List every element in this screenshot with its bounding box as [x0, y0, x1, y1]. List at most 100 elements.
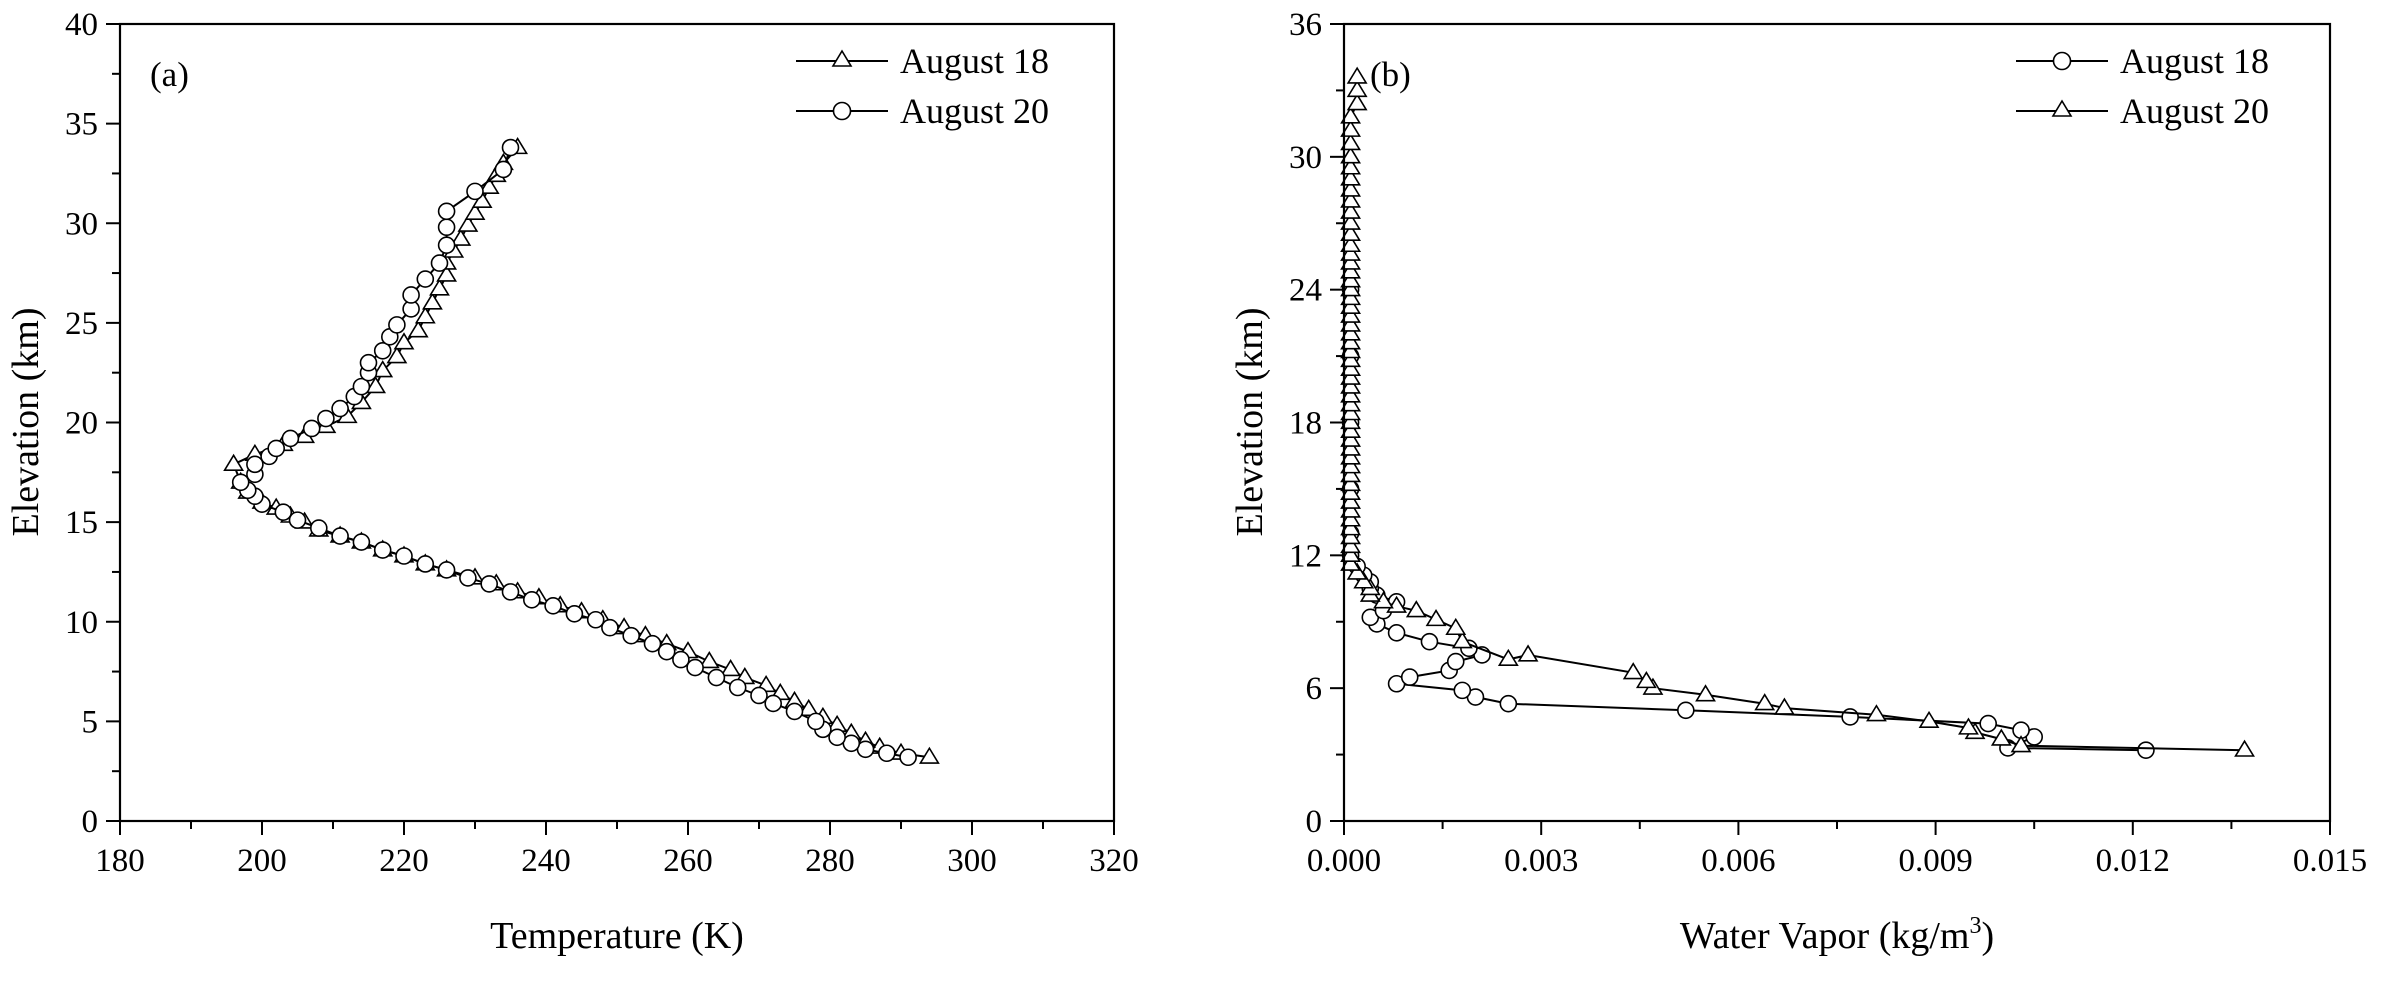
- panel-b-point-august-18: [1446, 652, 1465, 671]
- panel-b-y-tick-label: 0: [1306, 804, 1323, 840]
- panel-a-x-tick-label: 220: [379, 843, 429, 879]
- panel-b-y-tick-label: 12: [1289, 538, 1322, 574]
- panel-b-point-august-20: [1517, 644, 1539, 662]
- panel-b-point-august-18: [1453, 681, 1472, 700]
- panel-a-point-august-20: [331, 399, 349, 418]
- panel-b-point-august-20: [1346, 66, 1368, 84]
- panel-a-point-august-20: [785, 702, 804, 721]
- panel-a-point-august-20: [288, 511, 307, 529]
- panel-b-point-august-18: [1499, 694, 1518, 713]
- panel-a-point-august-20: [402, 286, 420, 304]
- panel-b-y-axis-title: Elevation (km): [1229, 308, 1271, 537]
- panel-b-point-august-20: [1340, 367, 1361, 385]
- panel-a-point-august-18: [436, 264, 458, 282]
- panel-b-point-august-20: [1340, 349, 1361, 368]
- panel-a-point-august-20: [522, 591, 541, 609]
- panel-b-point-august-20: [1346, 79, 1368, 98]
- legend-b-circle-marker: [2052, 51, 2072, 71]
- panel-b-point-august-20: [1340, 314, 1361, 332]
- panel-a-point-august-18: [918, 746, 940, 764]
- panel-a-y-tick-label: 30: [65, 206, 98, 242]
- panel-a-point-august-20: [494, 160, 513, 179]
- panel-b-point-august-20: [1622, 662, 1644, 680]
- panel-a-point-august-18: [407, 320, 429, 338]
- panel-b-ticks: 0.000 0.003 0.006 0.009 0.012 0.015 0 6 12 18 24 30…: [1289, 7, 2367, 879]
- panel-a-y-tick-label: 40: [65, 7, 98, 43]
- panel-a-point-august-18: [393, 332, 415, 350]
- panel-b-point-august-18: [1387, 624, 1406, 642]
- panel-b-point-august-20: [1340, 527, 1361, 545]
- panel-a-point-august-20: [274, 503, 293, 521]
- panel-b-point-august-20: [1340, 332, 1361, 350]
- panel-a-x-tick-label: 240: [521, 843, 571, 879]
- panel-a-point-august-20: [302, 419, 321, 438]
- panel-a-point-august-20: [728, 678, 747, 697]
- panel-a-point-august-18: [698, 651, 720, 669]
- panel-b-point-august-20: [1990, 728, 2012, 746]
- panel-b-point-august-20: [1340, 287, 1361, 306]
- panel-b-point-august-20: [1340, 420, 1361, 439]
- panel-b-x-tick-label: 0.003: [1504, 843, 1578, 879]
- panel-a-point-august-20: [707, 668, 726, 687]
- panel-a-x-tick-label: 320: [1089, 843, 1139, 879]
- panel-a-point-august-20: [501, 138, 520, 157]
- panel-a-point-august-20: [231, 473, 250, 492]
- panel-b-y-tick-label: 30: [1289, 140, 1322, 176]
- panel-b-point-august-20: [2010, 735, 2032, 753]
- panel-a-point-august-20: [601, 618, 619, 637]
- panel-b-point-august-20: [1340, 509, 1361, 527]
- panel-a-point-august-18: [372, 360, 394, 378]
- legend-b-triangle-marker: [2051, 99, 2073, 117]
- panel-b-point-august-20: [1340, 341, 1361, 359]
- panel-a-y-tick-label: 20: [65, 406, 98, 442]
- panel-a-point-august-20: [622, 626, 641, 645]
- panel-a-temperature-chart: 180 200 220 240 260 280 300 320 0 5 10 15 20 25 30 35 40…: [5, 7, 1139, 957]
- panel-a-point-august-20: [686, 658, 704, 677]
- panel-a-y-tick-label: 5: [82, 704, 99, 740]
- panel-a-point-august-20: [437, 218, 456, 237]
- panel-b-point-august-20: [1340, 305, 1361, 323]
- panel-a-point-august-20: [480, 575, 499, 593]
- panel-b-y-tick-label: 24: [1289, 273, 1322, 309]
- panel-b-point-august-20: [1340, 535, 1361, 554]
- panel-a-point-august-20: [352, 533, 371, 551]
- panel-b-point-august-20: [1340, 157, 1361, 175]
- panel-b-point-august-20: [1340, 179, 1361, 197]
- panel-b-series: [1340, 66, 2255, 759]
- panel-b-point-august-18: [2137, 741, 2155, 759]
- panel-a-point-august-18: [414, 306, 436, 324]
- panel-a-point-august-18: [478, 176, 500, 195]
- panel-b-point-august-20: [1340, 500, 1361, 518]
- panel-b-x-tick-label: 0.000: [1307, 843, 1381, 879]
- panel-b-point-august-20: [1340, 243, 1361, 261]
- panel-a-x-tick-label: 200: [237, 843, 287, 879]
- panel-b-point-august-20: [1346, 562, 1368, 580]
- panel-b-y-tick-label: 6: [1306, 671, 1323, 707]
- panel-a-y-tick-label: 35: [65, 107, 98, 143]
- panel-b-point-august-20: [1773, 697, 1795, 715]
- panel-b-point-august-20: [1497, 648, 1519, 667]
- legend-a-label-august-18: August 18: [900, 41, 1049, 81]
- panel-a-point-august-20: [309, 519, 328, 537]
- panel-a-point-august-20: [828, 728, 846, 747]
- panel-b-point-august-20: [1340, 190, 1361, 208]
- panel-a-point-august-20: [501, 583, 520, 601]
- panel-a-point-august-20: [459, 569, 477, 587]
- panel-b-point-august-20: [1340, 473, 1361, 492]
- panel-b-point-august-20: [1340, 323, 1361, 341]
- panel-a-point-august-18: [365, 376, 387, 394]
- panel-b-point-august-20: [1918, 710, 1940, 729]
- panel-a-x-tick-label: 300: [947, 843, 997, 879]
- panel-b-point-august-20: [1340, 106, 1361, 124]
- panel-b-point-august-20: [1340, 212, 1361, 230]
- panel-b-point-august-20: [1754, 693, 1776, 711]
- panel-a-y-tick-label: 15: [65, 505, 98, 541]
- panel-a-point-august-20: [331, 527, 349, 545]
- panel-b-point-august-20: [1340, 465, 1361, 483]
- panel-a-point-august-20: [388, 316, 406, 334]
- panel-b-point-august-20: [1340, 403, 1361, 421]
- panel-b-x-tick-label: 0.015: [2293, 843, 2367, 879]
- panel-a-axis-frame: [118, 22, 1116, 823]
- panel-b-point-august-20: [1340, 447, 1361, 465]
